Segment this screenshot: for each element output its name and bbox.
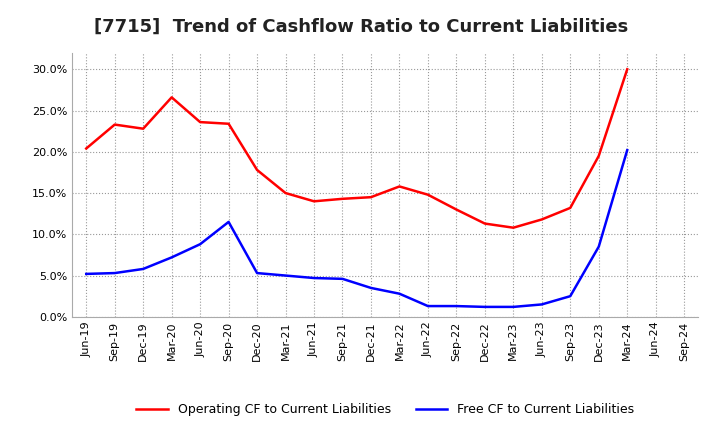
Operating CF to Current Liabilities	[225, 121, 233, 126]
Free CF to Current Liabilities	[537, 302, 546, 307]
Free CF to Current Liabilities	[423, 304, 432, 309]
Free CF to Current Liabilities	[395, 291, 404, 297]
Operating CF to Current Liabilities	[566, 205, 575, 210]
Free CF to Current Liabilities	[480, 304, 489, 310]
Free CF to Current Liabilities	[310, 275, 318, 281]
Operating CF to Current Liabilities	[110, 122, 119, 127]
Free CF to Current Liabilities	[196, 242, 204, 247]
Free CF to Current Liabilities	[452, 304, 461, 309]
Operating CF to Current Liabilities	[196, 119, 204, 125]
Free CF to Current Liabilities	[225, 219, 233, 224]
Operating CF to Current Liabilities	[282, 191, 290, 196]
Free CF to Current Liabilities	[566, 293, 575, 299]
Free CF to Current Liabilities	[110, 271, 119, 276]
Operating CF to Current Liabilities	[310, 198, 318, 204]
Free CF to Current Liabilities	[82, 271, 91, 276]
Free CF to Current Liabilities	[167, 255, 176, 260]
Free CF to Current Liabilities	[623, 147, 631, 153]
Operating CF to Current Liabilities	[509, 225, 518, 231]
Operating CF to Current Liabilities	[167, 95, 176, 100]
Legend: Operating CF to Current Liabilities, Free CF to Current Liabilities: Operating CF to Current Liabilities, Fre…	[131, 399, 639, 422]
Free CF to Current Liabilities	[139, 266, 148, 271]
Operating CF to Current Liabilities	[253, 167, 261, 172]
Text: [7715]  Trend of Cashflow Ratio to Current Liabilities: [7715] Trend of Cashflow Ratio to Curren…	[94, 18, 628, 36]
Operating CF to Current Liabilities	[139, 126, 148, 131]
Free CF to Current Liabilities	[338, 276, 347, 282]
Operating CF to Current Liabilities	[366, 194, 375, 200]
Free CF to Current Liabilities	[282, 273, 290, 278]
Operating CF to Current Liabilities	[395, 184, 404, 189]
Line: Operating CF to Current Liabilities: Operating CF to Current Liabilities	[86, 69, 627, 228]
Operating CF to Current Liabilities	[537, 217, 546, 222]
Free CF to Current Liabilities	[366, 285, 375, 290]
Operating CF to Current Liabilities	[480, 221, 489, 226]
Operating CF to Current Liabilities	[338, 196, 347, 202]
Line: Free CF to Current Liabilities: Free CF to Current Liabilities	[86, 150, 627, 307]
Operating CF to Current Liabilities	[623, 66, 631, 72]
Free CF to Current Liabilities	[595, 244, 603, 249]
Free CF to Current Liabilities	[253, 271, 261, 276]
Operating CF to Current Liabilities	[595, 153, 603, 158]
Operating CF to Current Liabilities	[423, 192, 432, 197]
Operating CF to Current Liabilities	[82, 146, 91, 151]
Free CF to Current Liabilities	[509, 304, 518, 310]
Operating CF to Current Liabilities	[452, 207, 461, 212]
